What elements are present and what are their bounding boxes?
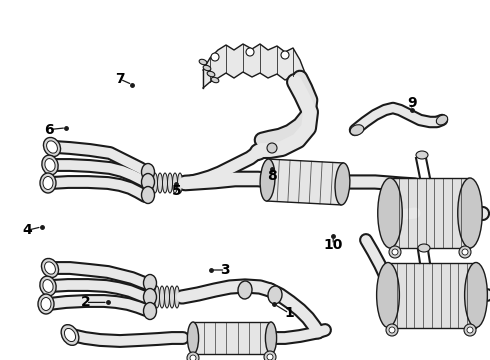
Polygon shape	[267, 159, 343, 205]
Text: 8: 8	[267, 170, 277, 183]
Ellipse shape	[266, 322, 276, 354]
Text: 6: 6	[44, 123, 54, 136]
Ellipse shape	[163, 173, 168, 193]
Ellipse shape	[172, 173, 177, 193]
Ellipse shape	[144, 288, 156, 306]
Circle shape	[392, 249, 398, 255]
Ellipse shape	[160, 286, 165, 308]
Text: 9: 9	[407, 96, 416, 109]
Ellipse shape	[142, 186, 154, 203]
Circle shape	[211, 53, 219, 61]
Circle shape	[467, 327, 473, 333]
Ellipse shape	[47, 141, 57, 153]
Ellipse shape	[149, 286, 154, 308]
Circle shape	[190, 355, 196, 360]
Ellipse shape	[418, 244, 430, 252]
Circle shape	[267, 143, 277, 153]
Ellipse shape	[40, 276, 56, 296]
Circle shape	[281, 51, 289, 59]
Ellipse shape	[64, 328, 75, 342]
Ellipse shape	[42, 155, 58, 175]
Text: 2: 2	[81, 296, 91, 309]
Polygon shape	[388, 262, 476, 328]
Circle shape	[386, 324, 398, 336]
Ellipse shape	[174, 286, 179, 308]
Ellipse shape	[142, 163, 154, 180]
Circle shape	[264, 351, 276, 360]
Polygon shape	[193, 322, 271, 354]
Ellipse shape	[268, 286, 282, 304]
Circle shape	[187, 352, 199, 360]
Ellipse shape	[43, 280, 53, 292]
Ellipse shape	[157, 173, 163, 193]
Ellipse shape	[144, 302, 156, 320]
Ellipse shape	[416, 151, 428, 159]
Ellipse shape	[44, 138, 61, 157]
Ellipse shape	[41, 297, 51, 310]
Circle shape	[389, 327, 395, 333]
Ellipse shape	[177, 173, 182, 193]
Ellipse shape	[458, 178, 482, 248]
Circle shape	[267, 354, 273, 360]
Ellipse shape	[45, 262, 55, 274]
Circle shape	[464, 324, 476, 336]
Text: 1: 1	[284, 306, 294, 320]
Ellipse shape	[165, 286, 170, 308]
Ellipse shape	[38, 294, 54, 314]
Ellipse shape	[152, 173, 157, 193]
Ellipse shape	[436, 115, 448, 125]
Circle shape	[246, 48, 254, 56]
Ellipse shape	[170, 286, 174, 308]
Circle shape	[389, 246, 401, 258]
Polygon shape	[203, 44, 305, 92]
Text: 10: 10	[323, 238, 343, 252]
Ellipse shape	[211, 77, 219, 83]
Ellipse shape	[43, 176, 53, 189]
Ellipse shape	[187, 322, 198, 354]
Ellipse shape	[465, 262, 488, 328]
Text: 5: 5	[172, 184, 181, 198]
Ellipse shape	[378, 178, 402, 248]
Ellipse shape	[42, 258, 58, 278]
Polygon shape	[390, 178, 470, 248]
Ellipse shape	[168, 173, 172, 193]
Ellipse shape	[144, 274, 156, 292]
Ellipse shape	[154, 286, 160, 308]
Ellipse shape	[40, 173, 56, 193]
Ellipse shape	[142, 174, 154, 190]
Ellipse shape	[61, 325, 79, 345]
Ellipse shape	[377, 262, 399, 328]
Ellipse shape	[335, 163, 350, 205]
Ellipse shape	[238, 281, 252, 299]
Ellipse shape	[260, 159, 275, 201]
Ellipse shape	[350, 125, 364, 135]
Ellipse shape	[203, 65, 211, 71]
Circle shape	[459, 246, 471, 258]
Text: 4: 4	[22, 224, 32, 237]
Circle shape	[462, 249, 468, 255]
Text: 7: 7	[115, 72, 125, 86]
Ellipse shape	[45, 159, 55, 171]
Ellipse shape	[207, 71, 215, 77]
Text: 3: 3	[220, 263, 230, 277]
Ellipse shape	[199, 59, 207, 65]
